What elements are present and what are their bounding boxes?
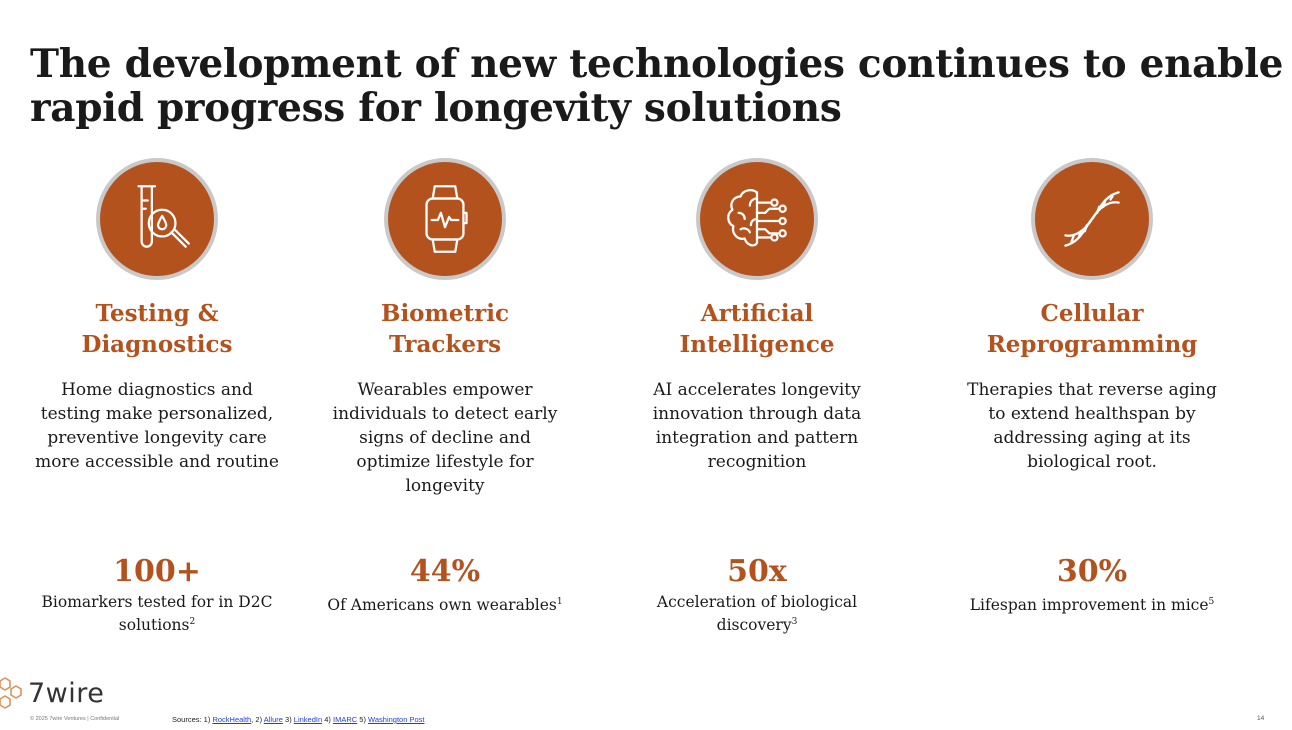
stat-label: Acceleration of biological discovery3 bbox=[656, 593, 858, 635]
column-title: Artificial Intelligence bbox=[679, 300, 835, 358]
column-artificial-intelligence: Artificial Intelligence AI accelerates l… bbox=[632, 158, 882, 635]
page-number: 14 bbox=[1257, 715, 1265, 722]
source-link-washington-post[interactable]: Washington Post bbox=[368, 715, 425, 724]
column-biometric-trackers: Biometric Trackers Wearables empower ind… bbox=[320, 158, 570, 615]
logo-text: 7wire bbox=[28, 677, 105, 709]
stat-value: 50x bbox=[727, 554, 787, 589]
source-link-imarc[interactable]: IMARC bbox=[333, 715, 358, 724]
stat-value: 30% bbox=[1056, 554, 1128, 589]
column-cellular-reprogramming: Cellular Reprogramming Therapies that re… bbox=[967, 158, 1217, 615]
column-title: Testing & Diagnostics bbox=[81, 300, 233, 358]
column-description: Wearables empower individuals to detect … bbox=[332, 380, 558, 496]
column-title: Cellular Reprogramming bbox=[986, 300, 1198, 358]
column-title: Biometric Trackers bbox=[381, 300, 509, 358]
slide-title: The development of new technologies cont… bbox=[30, 41, 1284, 131]
column-description: Therapies that reverse aging to extend h… bbox=[967, 380, 1217, 472]
dna-helix-icon bbox=[1031, 158, 1153, 280]
stat-label: Lifespan improvement in mice5 bbox=[969, 596, 1215, 615]
copyright-text: © 2025 7wire Ventures | Confidential bbox=[30, 716, 120, 722]
ai-brain-icon bbox=[696, 158, 818, 280]
hexagon-logo-icon bbox=[0, 677, 22, 709]
company-logo: 7wire bbox=[0, 676, 104, 710]
source-link-rockhealth[interactable]: RockHealth bbox=[212, 715, 252, 724]
stat-value: 100+ bbox=[113, 554, 201, 589]
column-description: AI accelerates longevity innovation thro… bbox=[652, 380, 862, 472]
sources-footnote: Sources: 1) RockHealth, 2) Allure 3) Lin… bbox=[172, 715, 425, 724]
column-testing-diagnostics: Testing & Diagnostics Home diagnostics a… bbox=[32, 158, 282, 635]
stat-value: 44% bbox=[409, 554, 481, 589]
source-link-allure[interactable]: Allure bbox=[263, 715, 283, 724]
stat-label: Of Americans own wearables1 bbox=[327, 596, 563, 615]
test-tube-magnifier-icon bbox=[96, 158, 218, 280]
column-description: Home diagnostics and testing make person… bbox=[35, 380, 279, 472]
stat-label: Biomarkers tested for in D2C solutions2 bbox=[41, 593, 273, 635]
source-link-linkedin[interactable]: LinkedIn bbox=[293, 715, 323, 724]
smartwatch-icon bbox=[384, 158, 506, 280]
